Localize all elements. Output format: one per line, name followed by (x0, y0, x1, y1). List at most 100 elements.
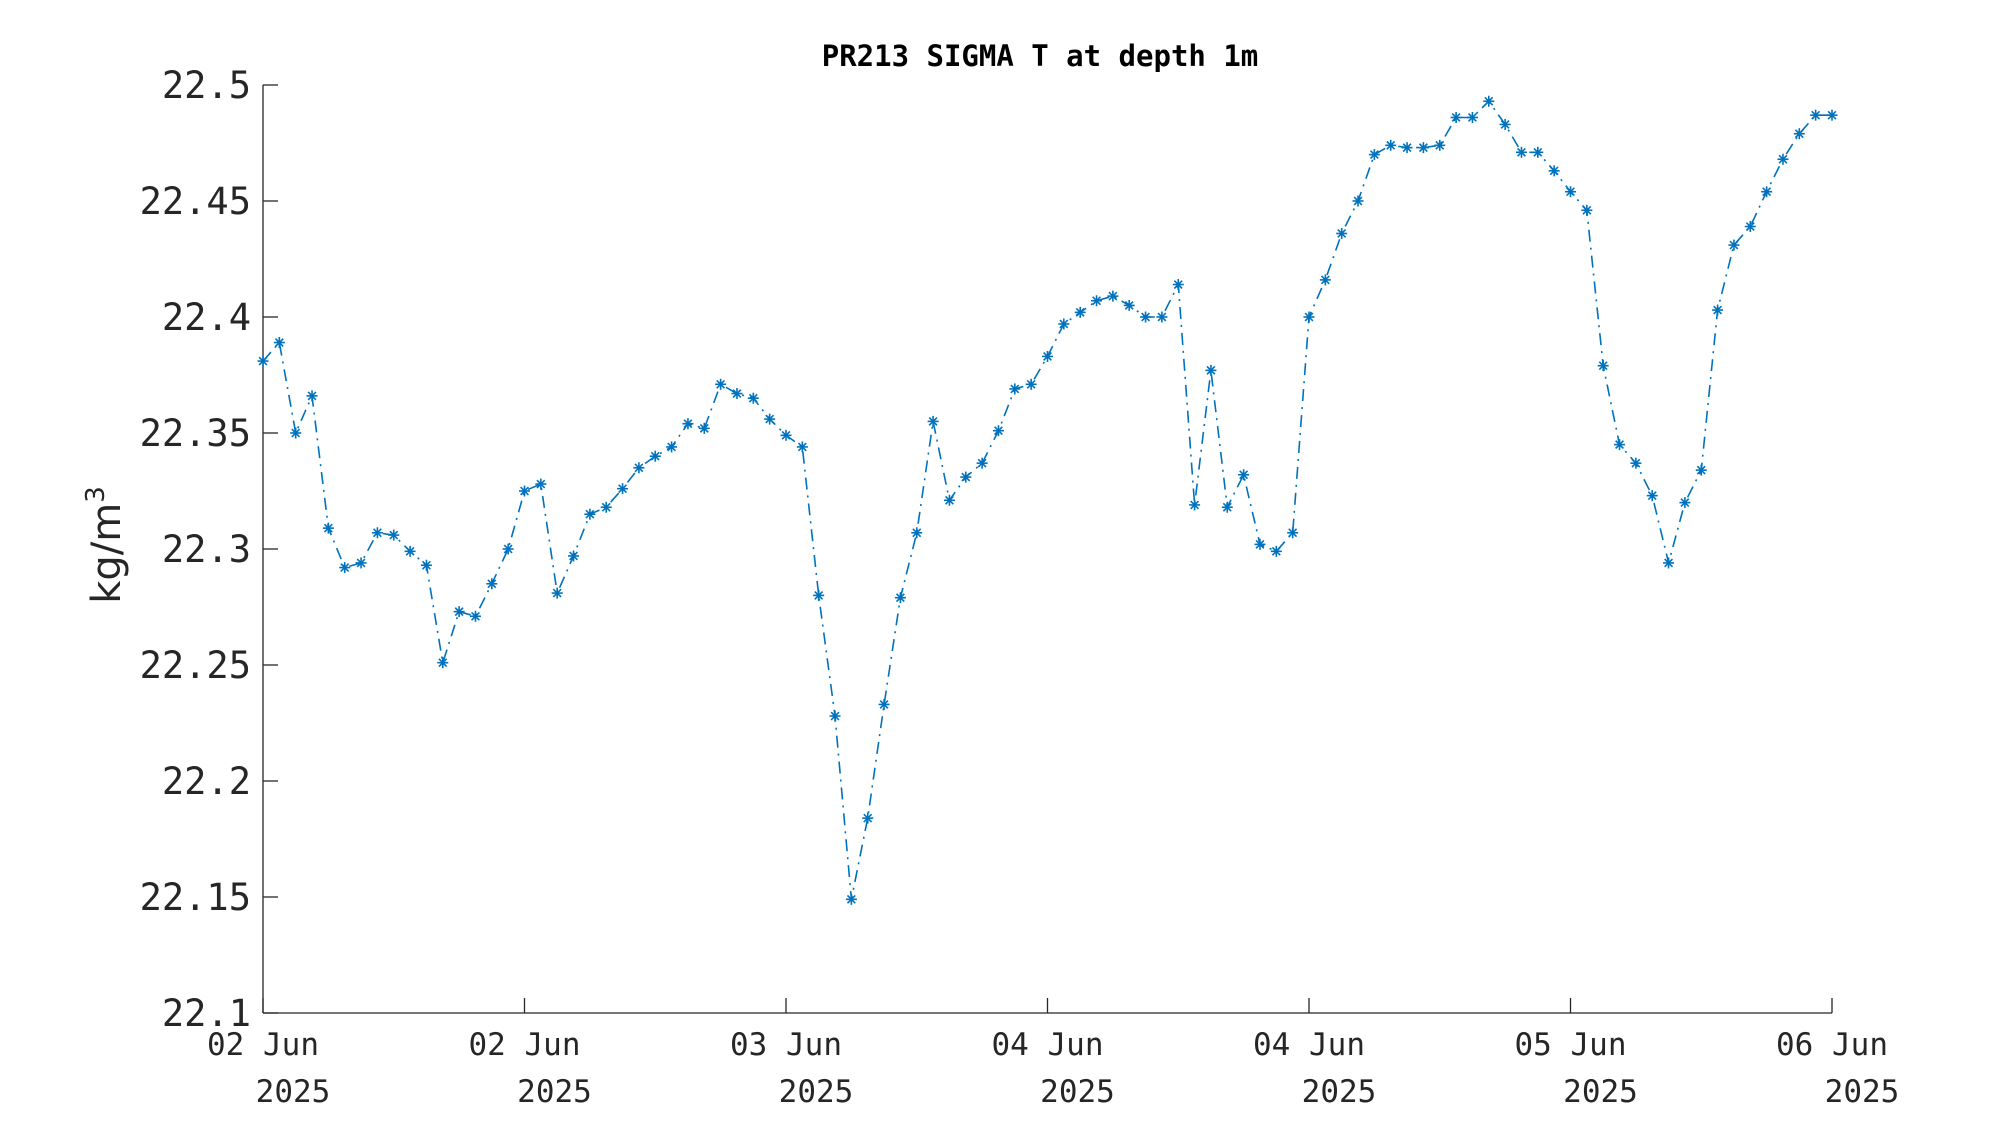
data-point-marker (1368, 149, 1380, 161)
data-point-marker (371, 527, 383, 539)
x-tick-label-year: 2025 (256, 1074, 331, 1110)
data-point-marker (1761, 186, 1773, 198)
data-point-marker (1712, 304, 1724, 316)
data-point-marker (1810, 109, 1822, 121)
data-point-marker (780, 429, 792, 441)
data-point-marker (1205, 364, 1217, 376)
data-point-marker (1140, 311, 1152, 323)
data-point-marker (1303, 311, 1315, 323)
data-point-marker (1074, 306, 1086, 318)
data-point-marker (1009, 383, 1021, 395)
data-point-marker (1434, 139, 1446, 151)
data-point-marker (649, 450, 661, 462)
axes (262, 85, 1832, 1014)
data-point-marker (1254, 538, 1266, 550)
x-tick-label-day: 03 Jun (730, 1027, 842, 1063)
data-point-marker (715, 378, 727, 390)
data-point-marker (568, 550, 580, 562)
data-point-marker (1123, 299, 1135, 311)
data-point-marker (1417, 142, 1429, 154)
data-point-marker (322, 522, 334, 534)
data-point-marker (1238, 469, 1250, 481)
data-point-marker (666, 441, 678, 453)
y-axis-ticks: 22.1 22.15 22.2 22.25 22.3 22.35 22.4 22.45 22.5 (140, 64, 278, 1035)
data-point-marker (813, 589, 825, 601)
data-point-marker (388, 529, 400, 541)
data-point-marker (943, 494, 955, 506)
data-point-marker (911, 527, 923, 539)
data-point-marker (731, 388, 743, 400)
data-point-marker (257, 355, 269, 367)
x-tick-label-day: 06 Jun (1776, 1027, 1888, 1063)
data-point-marker (829, 710, 841, 722)
data-point-marker (1107, 290, 1119, 302)
data-point-marker (747, 392, 759, 404)
series-line (262, 99, 1832, 900)
data-point-marker (1058, 318, 1070, 330)
data-point-marker (469, 610, 481, 622)
data-point-marker (1744, 221, 1756, 233)
data-point-marker (502, 543, 514, 555)
data-point-marker (1565, 186, 1576, 198)
data-point-marker (273, 337, 285, 349)
y-tick-label: 22.1 (162, 992, 251, 1035)
y-tick-label: 22.2 (162, 760, 251, 803)
data-point-marker (1646, 490, 1658, 502)
y-tick-label: 22.25 (140, 644, 251, 687)
data-point-marker (1336, 227, 1348, 239)
data-point-marker (1777, 153, 1789, 165)
y-tick-label: 22.15 (140, 876, 251, 919)
data-point-marker (1679, 497, 1691, 509)
data-point-marker (927, 415, 939, 427)
data-point-marker (1548, 165, 1560, 177)
x-tick-label-day: 04 Jun (1253, 1027, 1365, 1063)
data-point-marker (519, 485, 530, 497)
x-axis-ticks: 02 Jun 2025 02 Jun 2025 03 Jun 2025 04 Jun 2025… (207, 998, 1899, 1110)
y-tick-label: 22.3 (162, 528, 251, 571)
data-point-marker (1401, 142, 1413, 154)
chart-title: PR213 SIGMA T at depth 1m (822, 39, 1259, 73)
data-point-marker (1287, 527, 1299, 539)
y-tick-label: 22.5 (162, 64, 251, 107)
y-axis-unit-exponent: 3 (81, 486, 111, 503)
data-point-marker (339, 562, 351, 574)
data-point-marker (453, 606, 465, 618)
data-point-marker (1352, 195, 1364, 207)
data-point-marker (437, 657, 449, 669)
y-axis-label: kg/m3 (81, 486, 130, 604)
data-point-marker (796, 441, 808, 453)
data-point-marker (698, 422, 710, 434)
svg-text:kg/m3: kg/m3 (81, 486, 130, 604)
data-point-marker (845, 893, 857, 905)
data-point-marker (1156, 311, 1168, 323)
x-tick-label-day: 04 Jun (992, 1027, 1104, 1063)
data-point-marker (535, 478, 547, 490)
x-tick-label-year: 2025 (1563, 1074, 1638, 1110)
data-point-marker (290, 427, 302, 439)
y-tick-label: 22.35 (140, 412, 251, 455)
data-point-marker (1826, 109, 1838, 121)
data-point-marker (1728, 239, 1740, 251)
data-point-marker (1581, 204, 1593, 216)
data-point-marker (633, 462, 645, 474)
data-point-marker (306, 390, 318, 402)
data-point-marker (1532, 146, 1544, 158)
data-point-marker (1793, 128, 1805, 140)
data-point-marker (1319, 274, 1331, 286)
data-point-marker (420, 559, 432, 571)
y-tick-label: 22.45 (140, 180, 251, 223)
data-point-marker (992, 425, 1004, 437)
data-point-marker (584, 508, 596, 520)
x-tick-label-year: 2025 (1825, 1074, 1900, 1110)
data-point-marker (1270, 545, 1282, 557)
data-point-marker (960, 471, 972, 483)
data-point-marker (617, 483, 629, 495)
data-point-marker (1385, 139, 1397, 151)
data-point-marker (1221, 501, 1233, 513)
data-point-marker (1663, 557, 1675, 569)
data-point-marker (1483, 95, 1495, 107)
x-tick-label-day: 05 Jun (1515, 1027, 1627, 1063)
data-point-marker (1597, 360, 1609, 372)
data-point-marker (1515, 146, 1527, 158)
